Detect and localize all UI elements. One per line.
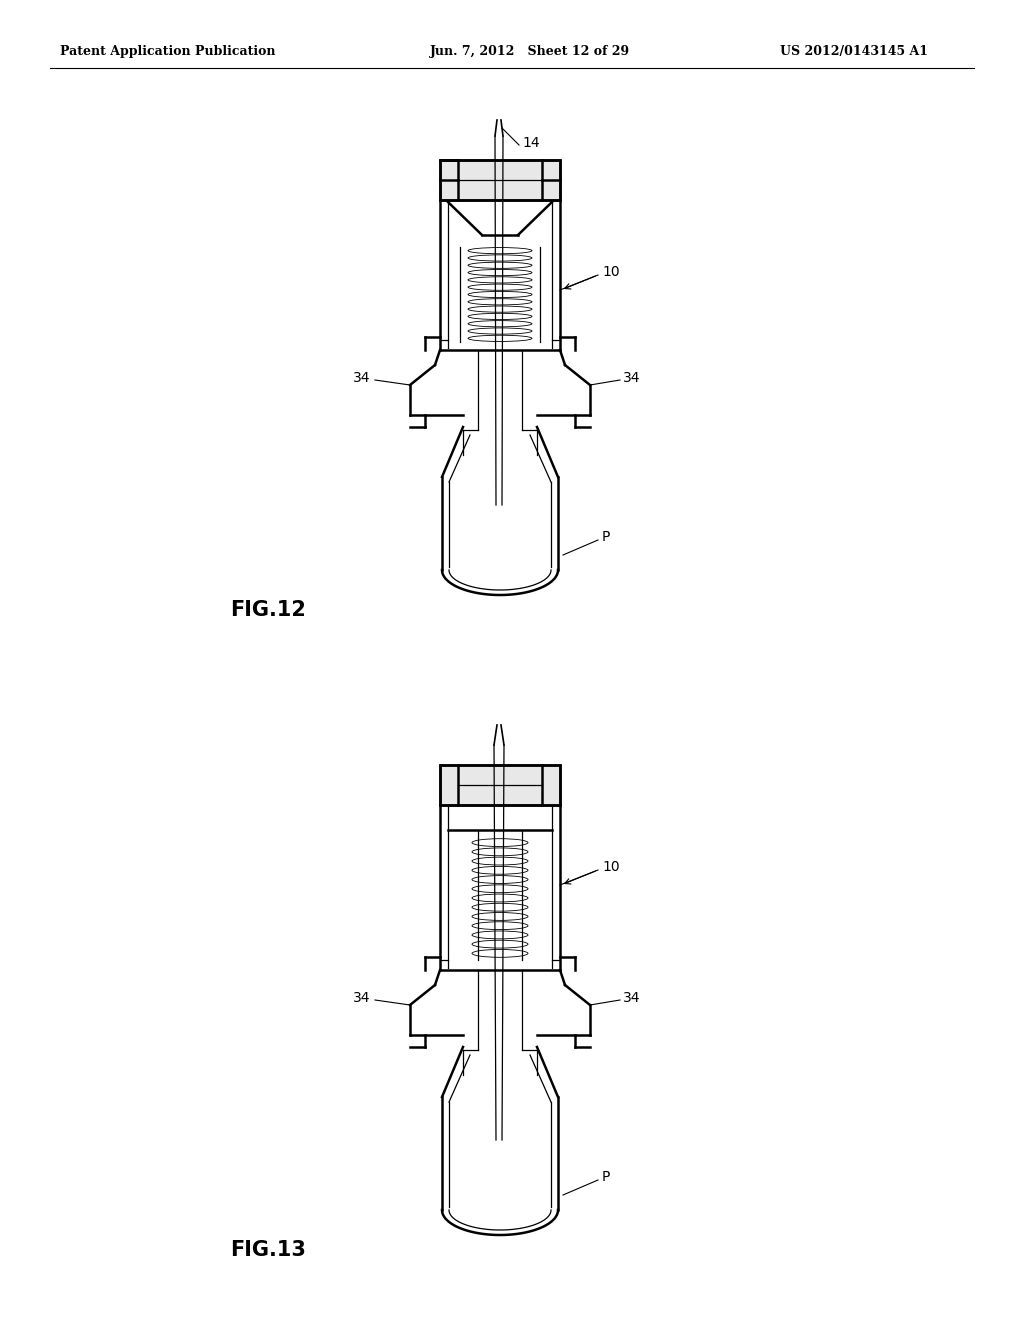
- Text: 34: 34: [352, 991, 370, 1005]
- Bar: [440, 160, 560, 201]
- Text: 10: 10: [602, 861, 620, 874]
- Text: 34: 34: [623, 371, 640, 385]
- Text: Patent Application Publication: Patent Application Publication: [60, 45, 275, 58]
- Bar: [440, 160, 560, 201]
- Text: 10: 10: [602, 265, 620, 279]
- Bar: [440, 766, 560, 805]
- Text: 34: 34: [352, 371, 370, 385]
- Text: US 2012/0143145 A1: US 2012/0143145 A1: [780, 45, 928, 58]
- Bar: [440, 766, 560, 805]
- Text: Jun. 7, 2012   Sheet 12 of 29: Jun. 7, 2012 Sheet 12 of 29: [430, 45, 630, 58]
- Text: P: P: [602, 531, 610, 544]
- Text: FIG.12: FIG.12: [230, 601, 306, 620]
- Text: P: P: [602, 1170, 610, 1184]
- Text: 14: 14: [522, 136, 540, 150]
- Text: 34: 34: [623, 991, 640, 1005]
- Text: FIG.13: FIG.13: [230, 1239, 306, 1261]
